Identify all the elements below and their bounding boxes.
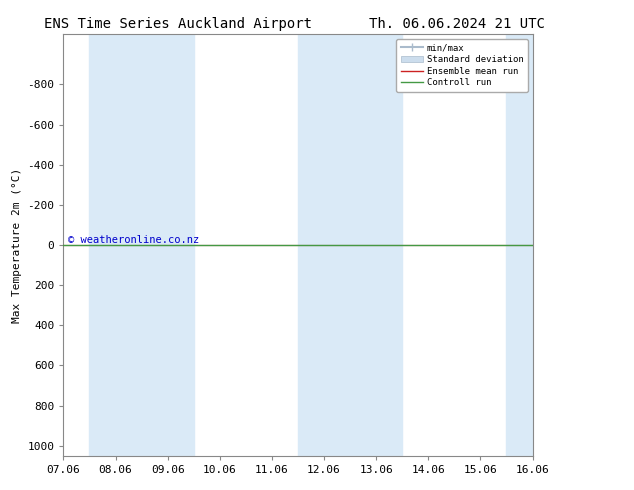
Bar xyxy=(298,34,402,456)
Y-axis label: Max Temperature 2m (°C): Max Temperature 2m (°C) xyxy=(12,168,22,322)
Bar xyxy=(89,34,194,456)
Text: Th. 06.06.2024 21 UTC: Th. 06.06.2024 21 UTC xyxy=(368,17,545,31)
Bar xyxy=(507,34,559,456)
Text: ENS Time Series Auckland Airport: ENS Time Series Auckland Airport xyxy=(44,17,311,31)
Text: © weatheronline.co.nz: © weatheronline.co.nz xyxy=(68,235,199,245)
Legend: min/max, Standard deviation, Ensemble mean run, Controll run: min/max, Standard deviation, Ensemble me… xyxy=(396,39,528,92)
